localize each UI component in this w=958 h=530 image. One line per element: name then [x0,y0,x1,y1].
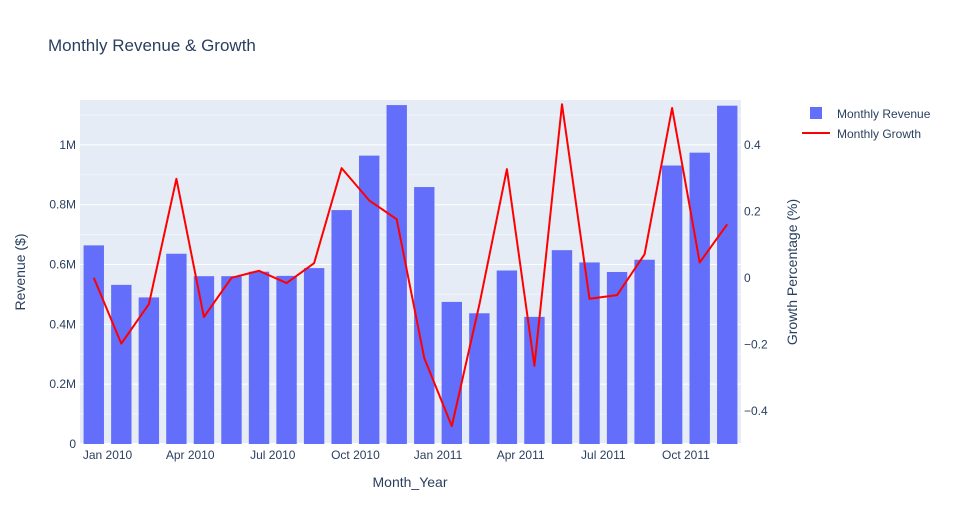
y-tick-label: 0.6M [49,258,76,272]
growth-line-layer [92,103,729,428]
revenue-bar [166,253,187,444]
y-tick-label: 0.4M [49,317,76,331]
revenue-bar [358,155,380,445]
y-axis-title: Revenue ($) [12,233,28,310]
revenue-bar [689,152,710,444]
revenue-bar [524,316,545,444]
x-tick-label: Jan 2010 [83,448,133,462]
revenue-bar [248,271,270,444]
plot-background [80,100,741,444]
y-tick-label: 1M [59,138,76,152]
revenue-bar [717,105,738,445]
x-tick-label: Jul 2010 [250,448,296,462]
y2-axis-title: Growth Percentage (%) [784,199,800,345]
revenue-bars [83,105,738,445]
y2-tick-label: −0.2 [744,337,768,351]
y-tick-label: 0.8M [49,198,76,212]
legend[interactable]: Monthly Revenue Monthly Growth [802,107,931,141]
x-tick-label: Jan 2011 [414,448,463,462]
gridlines [80,114,741,445]
x-axis-title: Month_Year [373,474,448,490]
revenue-bar [496,270,518,444]
x-tick-label: Jul 2011 [581,448,626,462]
revenue-bar [579,262,600,444]
legend-label-monthly-revenue: Monthly Revenue [837,107,931,121]
revenue-bar [331,210,352,444]
y2-tick-label: 0.4 [744,138,761,152]
revenue-bar [193,276,215,444]
legend-label-monthly-growth: Monthly Growth [837,127,921,141]
revenue-bar [111,284,132,444]
y2-tick-label: −0.4 [744,404,768,418]
axes: 0 0.2M 0.4M 0.6M 0.8M 1M −0.4 −0.2 0 0.2 0.4 Jan 20… [49,138,768,462]
x-tick-label: Oct 2010 [331,448,380,462]
legend-item-monthly-revenue[interactable]: Monthly Revenue [810,107,931,121]
x-tick-label: Apr 2010 [166,448,215,462]
legend-swatch-bar [810,107,822,119]
revenue-bar [303,268,325,444]
x-tick-label: Oct 2011 [662,448,710,462]
revenue-bar [138,297,160,444]
y-tick-label: 0 [69,437,76,451]
y2-tick-label: 0.2 [744,204,761,218]
revenue-bar [386,105,407,445]
revenue-bar [276,275,297,444]
revenue-bar [634,259,655,444]
revenue-bar [606,272,628,444]
revenue-bar [469,313,490,444]
revenue-bar [83,245,104,444]
chart-title: Monthly Revenue & Growth [48,36,256,55]
legend-item-monthly-growth[interactable]: Monthly Growth [802,127,921,141]
x-tick-label: Apr 2011 [497,448,545,462]
y-tick-label: 0.2M [49,377,76,391]
revenue-bar [414,187,435,445]
revenue-bar [441,301,463,444]
y2-tick-label: 0 [744,271,751,285]
revenue-bar [661,165,683,444]
revenue-bar [221,276,242,444]
growth-line [92,103,729,428]
revenue-bar [551,250,573,444]
